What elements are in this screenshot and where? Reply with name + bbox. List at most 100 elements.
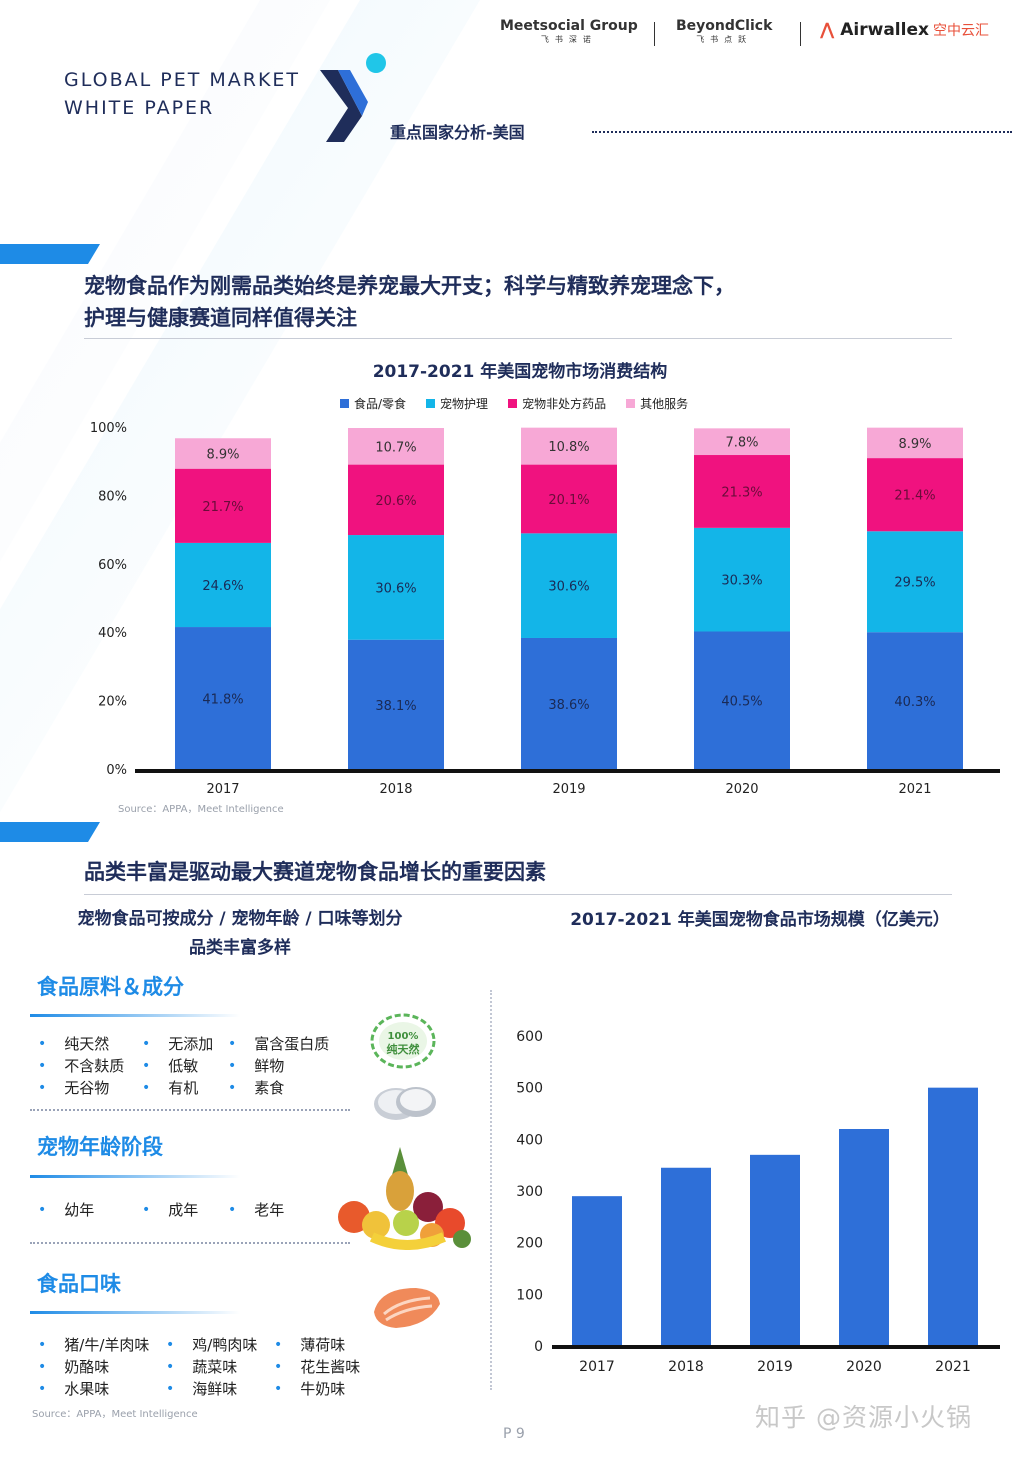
bar <box>661 1167 711 1346</box>
data-label: 7.8% <box>725 436 758 451</box>
section-marker <box>0 822 100 842</box>
y-tick-label: 0% <box>106 763 127 778</box>
panel-title-line: 宠物食品可按成分 / 宠物年龄 / 口味等划分 <box>77 909 403 929</box>
bar-segment <box>348 428 444 465</box>
legend-swatch <box>340 399 349 408</box>
svg-text:纯天然: 纯天然 <box>387 1042 420 1056</box>
partner-name: Meetsocial Group <box>500 18 638 34</box>
bar-segment <box>867 427 963 459</box>
brand-logo-icon <box>318 50 390 150</box>
list-item: 奶酪味 <box>38 1356 166 1377</box>
list-item: 花生酱味 <box>274 1356 384 1377</box>
legend-item: 宠物护理 <box>426 395 488 412</box>
partner-divider <box>800 22 801 46</box>
bar-segment <box>521 637 617 770</box>
partner-logo-meetsocial: Meetsocial Group 飞书深诺 <box>500 18 638 45</box>
list-item: 蔬菜味 <box>166 1356 274 1377</box>
data-label: 20.6% <box>375 494 416 509</box>
section-rule <box>84 894 952 895</box>
x-tick-label: 2017 <box>579 1359 615 1375</box>
y-tick-label: 400 <box>516 1132 543 1148</box>
section-heading: 品类丰富是驱动最大赛道宠物食品增长的重要因素 <box>84 860 546 884</box>
list-item: 幼年 <box>38 1199 142 1220</box>
category-underline <box>30 1311 240 1314</box>
bar-segment <box>694 631 790 770</box>
x-tick-label: 2017 <box>206 782 239 797</box>
legend-swatch <box>508 399 518 408</box>
list-item: 低敏 <box>142 1055 228 1076</box>
partner-subname: 空中云汇 <box>932 23 989 39</box>
legend-item: 宠物非处方药品 <box>508 395 606 412</box>
bar-segment <box>694 527 790 632</box>
bar-segment <box>175 438 271 469</box>
x-tick-label: 2021 <box>935 1359 971 1375</box>
data-label: 21.7% <box>202 500 243 515</box>
y-tick-label: 500 <box>516 1081 543 1097</box>
panel-title: 宠物食品可按成分 / 宠物年龄 / 口味等划分 品类丰富多样 <box>30 905 450 963</box>
list-item: 成年 <box>142 1199 228 1220</box>
category-underline <box>30 1014 240 1017</box>
panel-title-line: 品类丰富多样 <box>189 938 291 958</box>
partner-subname: 飞书深诺 <box>540 35 597 44</box>
bar-segment <box>694 428 790 456</box>
category-title: 食品原料＆成分 <box>37 975 184 999</box>
y-tick-label: 80% <box>98 489 127 504</box>
list-item: 鸡/鸭肉味 <box>166 1334 274 1355</box>
chart-title: 2017-2021 年美国宠物食品市场规模（亿美元） <box>570 910 950 930</box>
partner-subname: 飞书点跃 <box>696 35 753 44</box>
data-label: 40.5% <box>721 695 762 710</box>
bar-segment <box>521 464 617 534</box>
bar-segment <box>175 627 271 770</box>
section-heading: 宠物食品作为刚需品类始终是养宠最大开支；科学与精致养宠理念下， 护理与健康赛道同… <box>84 270 735 334</box>
bar <box>839 1129 889 1346</box>
bar-segment <box>867 458 963 532</box>
legend-item: 食品/零食 <box>340 395 406 412</box>
legend-label: 宠物护理 <box>440 397 489 411</box>
data-label: 10.8% <box>548 440 589 455</box>
y-tick-label: 60% <box>98 558 127 573</box>
list-item: 牛奶味 <box>274 1378 384 1399</box>
bar-segment <box>694 455 790 528</box>
bar <box>750 1154 800 1346</box>
x-tick-label: 2019 <box>552 782 585 797</box>
list-item: 老年 <box>228 1199 348 1220</box>
legend-label: 食品/零食 <box>354 397 407 411</box>
data-label: 21.3% <box>721 485 762 500</box>
list-item: 水果味 <box>38 1378 166 1399</box>
bar-segment <box>348 464 444 536</box>
list-item: 猪/牛/羊肉味 <box>38 1334 166 1355</box>
list-item: 素食 <box>228 1077 348 1098</box>
data-label: 38.1% <box>375 699 416 714</box>
bar-segment <box>175 542 271 628</box>
partner-divider <box>654 22 655 46</box>
list-item: 不含麸质 <box>38 1055 142 1076</box>
legend-label: 宠物非处方药品 <box>522 397 607 411</box>
x-tick-label: 2020 <box>725 782 758 797</box>
fruit-basket-image <box>332 1145 477 1254</box>
bar-segment <box>348 535 444 640</box>
data-label: 8.9% <box>898 437 931 452</box>
category-underline <box>30 1175 240 1178</box>
partner-name: Airwallex <box>840 20 929 40</box>
data-label: 38.6% <box>548 698 589 713</box>
data-label: 10.7% <box>375 440 416 455</box>
data-label: 40.3% <box>894 695 935 710</box>
section-tag: 重点国家分析-美国 <box>390 123 525 142</box>
y-tick-label: 0 <box>534 1339 543 1355</box>
section-heading-line: 宠物食品作为刚需品类始终是养宠最大开支；科学与精致养宠理念下， <box>84 274 735 298</box>
airwallex-icon: ⋀ <box>820 20 835 40</box>
bar-segment <box>521 533 617 638</box>
x-tick-label: 2018 <box>668 1359 704 1375</box>
legend-swatch <box>626 399 636 408</box>
data-label: 21.4% <box>894 489 935 504</box>
y-tick-label: 100% <box>90 421 127 436</box>
x-tick-label: 2019 <box>757 1359 793 1375</box>
x-tick-label: 2021 <box>898 782 931 797</box>
y-tick-label: 300 <box>516 1184 543 1200</box>
fish-fillet-image <box>372 1080 438 1128</box>
panel-source: Source：APPA，Meet Intelligence <box>32 1409 198 1420</box>
list-item: 无谷物 <box>38 1077 142 1098</box>
bar-segment <box>175 468 271 543</box>
category-list: 幼年 成年 老年 <box>38 1199 348 1220</box>
list-item: 纯天然 <box>38 1033 142 1054</box>
